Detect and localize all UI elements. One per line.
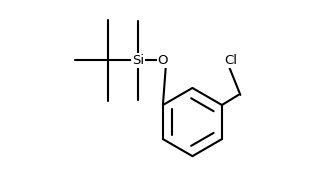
Text: O: O — [158, 54, 168, 67]
Text: Si: Si — [132, 54, 144, 67]
Text: Cl: Cl — [225, 54, 238, 67]
